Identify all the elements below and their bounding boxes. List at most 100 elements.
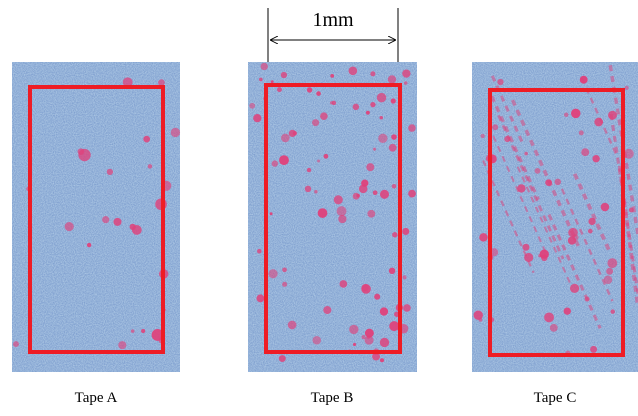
pink-spot xyxy=(601,203,610,212)
pink-spot xyxy=(588,229,593,234)
panel-label: Tape C xyxy=(534,390,577,406)
pink-spot xyxy=(353,104,359,110)
pink-spot xyxy=(404,81,408,85)
pink-spot xyxy=(362,284,369,291)
pink-spot xyxy=(312,336,321,345)
pink-spot xyxy=(340,280,348,288)
pink-spot xyxy=(408,124,415,131)
pink-spot xyxy=(148,164,153,169)
pink-spot xyxy=(102,216,109,223)
pink-spot xyxy=(78,148,85,155)
pink-spot xyxy=(544,312,554,322)
pink-spot xyxy=(538,254,541,257)
pink-spot xyxy=(408,190,416,198)
pink-spot xyxy=(564,113,568,117)
pink-spot xyxy=(392,184,397,189)
pink-spot xyxy=(277,87,282,92)
pink-spot xyxy=(288,321,297,330)
pink-spot xyxy=(257,249,262,254)
panels xyxy=(12,62,638,372)
panel-label: Tape A xyxy=(75,390,118,406)
pink-spot xyxy=(279,155,289,165)
pink-spot xyxy=(380,307,388,315)
pink-spot xyxy=(318,208,328,218)
pink-spot xyxy=(270,212,273,215)
pink-spot xyxy=(373,148,376,151)
pink-spot xyxy=(370,71,375,76)
pink-spot xyxy=(268,269,277,278)
pink-spot xyxy=(555,179,561,185)
scale-label: 1mm xyxy=(312,9,354,31)
pink-spot xyxy=(625,86,629,90)
pink-spot xyxy=(570,284,579,293)
pink-spot xyxy=(380,190,389,199)
pink-spot xyxy=(590,346,597,353)
pink-spot xyxy=(282,267,287,272)
pink-spot xyxy=(330,101,333,104)
pink-spot xyxy=(281,134,290,143)
pink-spot xyxy=(571,109,581,119)
pink-spot xyxy=(87,243,91,247)
pink-spot xyxy=(305,186,311,192)
pink-spot xyxy=(253,114,261,122)
pink-spot xyxy=(391,98,396,103)
pink-spot xyxy=(158,79,165,86)
pink-spot xyxy=(607,258,617,268)
pink-spot xyxy=(113,218,121,226)
panel-label: Tape B xyxy=(311,390,354,406)
pink-spot xyxy=(361,180,368,187)
pink-spot xyxy=(337,206,347,216)
pink-spot xyxy=(65,222,74,231)
pink-spot xyxy=(118,341,126,349)
pink-spot xyxy=(474,310,483,319)
micrograph xyxy=(248,62,417,372)
pink-spot xyxy=(314,190,317,193)
pink-spot xyxy=(402,228,409,235)
pink-spot xyxy=(13,341,19,347)
pink-spot xyxy=(324,154,329,159)
pink-spot xyxy=(535,168,541,174)
pink-spot xyxy=(522,244,529,251)
pink-spot xyxy=(317,159,320,162)
micrograph xyxy=(12,62,180,372)
pink-spot xyxy=(281,72,287,78)
pink-spot xyxy=(524,152,528,156)
pink-spot xyxy=(391,134,397,140)
pink-spot xyxy=(388,75,396,83)
pink-spot xyxy=(579,130,584,135)
figure: 1mm Tape A Tape B Tape C xyxy=(0,0,638,416)
pink-spot xyxy=(481,134,485,138)
pink-spot xyxy=(374,294,380,300)
pink-spot xyxy=(611,309,615,313)
pink-spot xyxy=(392,232,397,237)
pink-spot xyxy=(377,93,386,102)
pink-spot xyxy=(338,215,346,223)
pink-spot xyxy=(271,80,274,83)
micrograph-texture xyxy=(12,62,180,372)
pink-spot xyxy=(132,225,142,235)
pink-spot xyxy=(353,343,356,346)
pink-spot xyxy=(380,116,383,119)
pink-spot xyxy=(256,294,264,302)
pink-spot xyxy=(307,87,312,92)
pink-spot xyxy=(592,155,599,162)
pink-spot xyxy=(367,210,375,218)
pink-spot xyxy=(131,329,135,333)
pink-spot xyxy=(249,103,255,109)
pink-spot xyxy=(272,160,278,166)
pink-spot xyxy=(389,144,397,152)
pink-spot xyxy=(289,130,296,137)
pink-spot xyxy=(349,66,358,75)
pink-spot xyxy=(323,306,331,314)
pink-spot xyxy=(606,268,613,275)
pink-spot xyxy=(261,63,268,70)
pink-spot xyxy=(581,148,589,156)
pink-spot xyxy=(497,79,503,85)
pink-spot xyxy=(550,324,558,332)
pink-spot xyxy=(143,136,150,143)
pink-spot xyxy=(349,325,358,334)
pink-spot xyxy=(282,282,287,287)
pink-spot xyxy=(365,336,374,345)
pink-spot xyxy=(380,358,384,362)
pink-spot xyxy=(171,128,180,137)
